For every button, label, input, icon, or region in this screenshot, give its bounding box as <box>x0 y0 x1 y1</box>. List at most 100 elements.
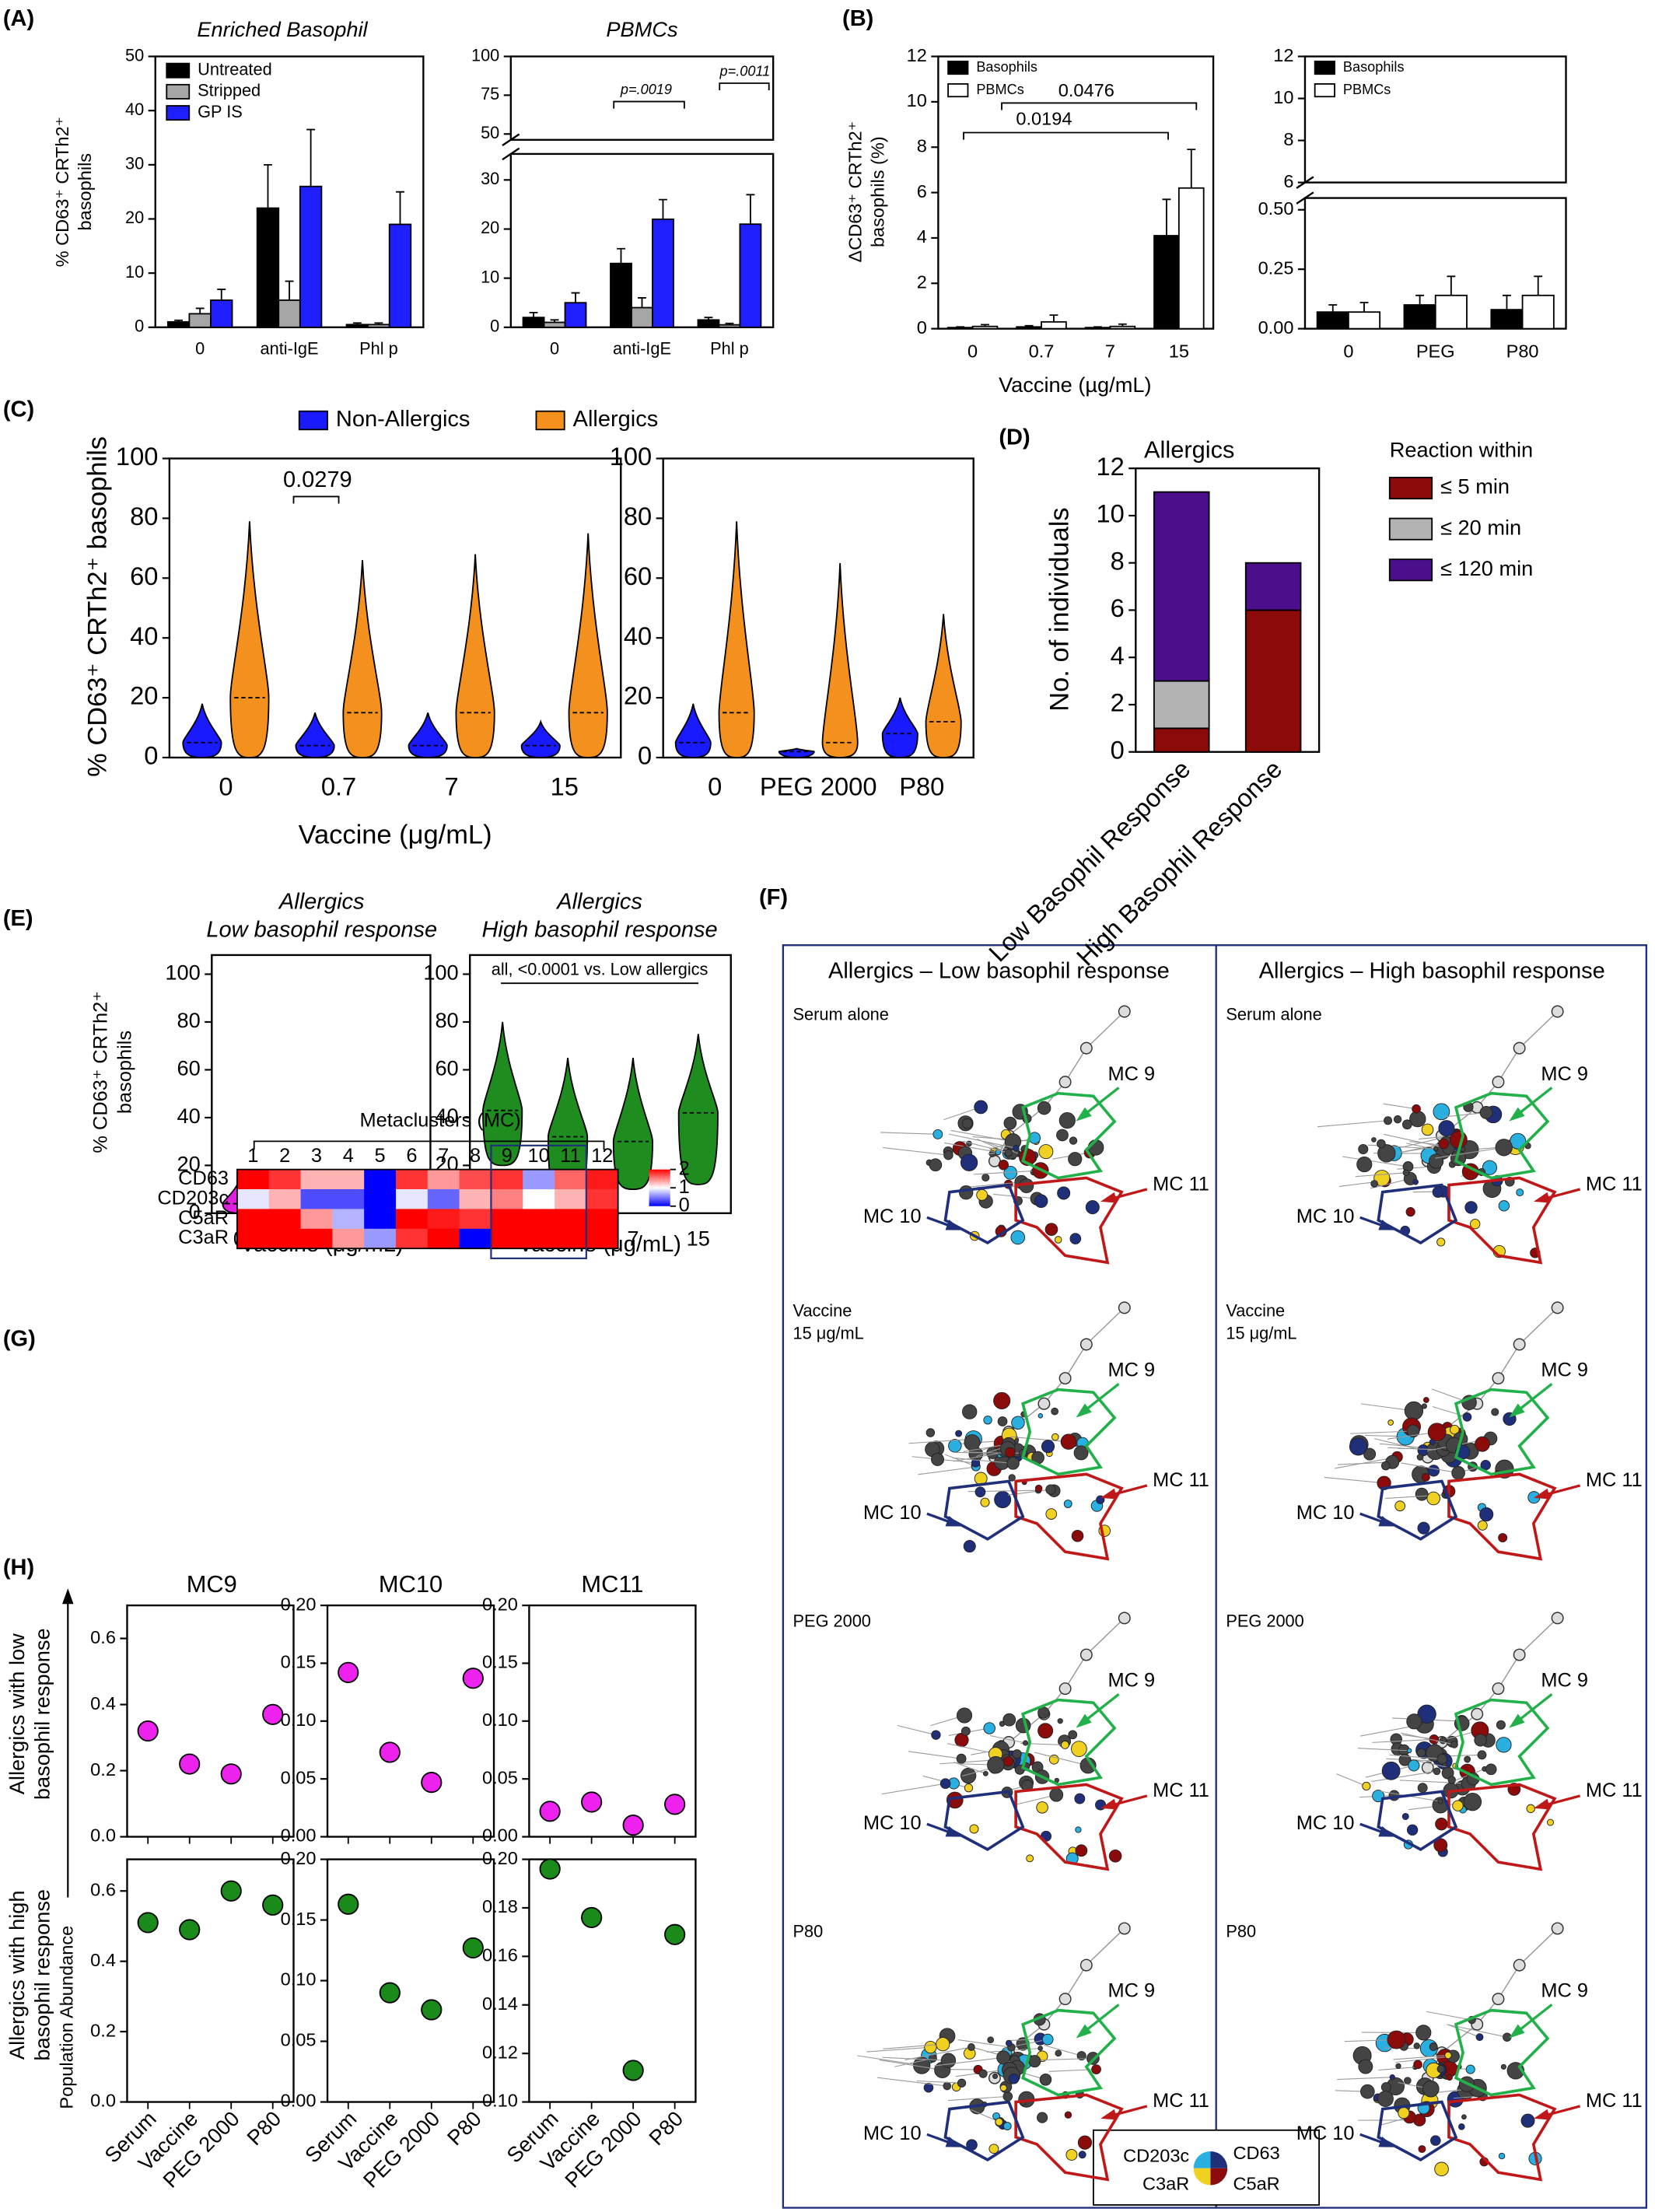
cluster-label: MC 10 <box>863 1812 922 1834</box>
tree-node <box>1037 1723 1054 1739</box>
cluster-tree <box>1335 1922 1564 2182</box>
metacluster-bracket <box>253 1140 605 1150</box>
tree-node <box>963 1540 976 1553</box>
tree-node <box>997 1416 1008 1426</box>
heat-cell <box>364 1189 397 1209</box>
bar <box>946 327 974 330</box>
legend-label: GP IS <box>198 102 243 121</box>
tree-edge <box>1086 1010 1125 1049</box>
tree-node <box>1349 1437 1368 1456</box>
tree-node <box>1418 2145 1426 2154</box>
tree-edge <box>987 1142 1021 1155</box>
error-bar <box>1328 304 1338 313</box>
colorbar-label: 0 <box>679 1194 690 1216</box>
heat-cell <box>236 1228 270 1249</box>
legend-pie-wedge <box>1210 2168 1228 2186</box>
error-bar <box>746 194 755 225</box>
violin <box>455 554 495 758</box>
tree-edge <box>957 2039 1012 2048</box>
tree-node <box>1393 1115 1402 1124</box>
tree-node <box>1500 2063 1506 2070</box>
heat-cell <box>459 1169 492 1190</box>
tree-node <box>1447 1776 1456 1784</box>
tree-node <box>1434 2161 1449 2177</box>
tree-node <box>1450 1424 1460 1435</box>
error-bar <box>285 280 294 300</box>
bar <box>1490 309 1524 330</box>
cluster-label: MC 9 <box>1541 1980 1588 2002</box>
error-bar <box>1534 275 1543 296</box>
y-tick-label: 0 <box>638 741 652 770</box>
bar <box>543 321 566 328</box>
column-label: 6 <box>406 1145 417 1167</box>
heat-cell <box>395 1209 429 1230</box>
cluster-label: MC 9 <box>1108 1980 1156 2002</box>
y-tick-label: 50 <box>481 123 499 142</box>
cluster-outline <box>1021 1698 1117 1787</box>
annotation: p=.0011 <box>719 63 771 79</box>
x-tick-label: 15 <box>551 772 579 801</box>
x-tick-label: 0 <box>1343 341 1353 362</box>
tree-node <box>1356 1157 1373 1173</box>
heat-cell <box>491 1169 523 1190</box>
tree-node <box>1422 1472 1430 1482</box>
tree-node <box>1377 2091 1394 2107</box>
tree-node <box>1406 1748 1412 1754</box>
bar <box>1434 294 1468 330</box>
tree-node <box>1398 2106 1410 2119</box>
violin <box>520 719 561 758</box>
plot-frame <box>126 1858 295 2103</box>
panel-label: (H) <box>3 1556 34 1580</box>
tree-node <box>1041 2033 1054 2046</box>
tree-edge <box>1371 1770 1437 1783</box>
x-tick-label: 0 <box>550 339 559 359</box>
legend-label: Non-Allergics <box>336 407 471 432</box>
tree-node <box>1409 1110 1426 1128</box>
x-tick-label: P80 <box>242 2106 285 2150</box>
tree-node <box>1496 1737 1512 1753</box>
tree-node <box>988 2144 999 2154</box>
error-bar <box>1447 275 1456 296</box>
heat-cell <box>555 1228 587 1249</box>
panel-label: (D) <box>999 425 1030 450</box>
cluster-arrowhead <box>1100 2109 1118 2120</box>
tree-edge <box>1497 1344 1520 1379</box>
point <box>622 2060 644 2081</box>
tree-node <box>1498 1533 1508 1543</box>
tree-node <box>969 1824 979 1834</box>
tree-node <box>1482 1160 1497 1175</box>
tree-node <box>1118 1005 1131 1018</box>
tree-edge <box>1426 2011 1472 2021</box>
point <box>220 1880 242 1902</box>
tree-node <box>1004 1149 1013 1157</box>
tree-node <box>1496 1720 1506 1730</box>
tree-node <box>1437 1798 1443 1804</box>
tree-edge <box>882 2056 949 2061</box>
tree-node <box>1060 1433 1077 1450</box>
x-tick-label: P80 <box>443 2106 486 2150</box>
chart-title: Enriched Basophil <box>197 17 368 41</box>
annotation: all, <0.0001 vs. Low allergics <box>492 960 709 979</box>
bar <box>1177 187 1205 330</box>
tree-node <box>1413 2042 1420 2049</box>
tree-node <box>1108 1850 1122 1863</box>
y-tick-label: 0.15 <box>281 1909 317 1929</box>
cluster-arrowhead <box>1533 1192 1551 1203</box>
heat-cell <box>555 1209 587 1230</box>
column-label: 5 <box>375 1145 386 1167</box>
tree-edge <box>877 2077 947 2087</box>
tree-node <box>960 1726 971 1736</box>
y-tick-label: 40 <box>435 1104 458 1128</box>
x-tick-label: PEG 2000 <box>760 772 877 801</box>
bar <box>610 262 632 328</box>
cluster-outline <box>1021 1388 1117 1476</box>
y-tick-label: 0.10 <box>281 1969 317 1990</box>
tree-edge <box>1086 1927 1125 1966</box>
row-label: C3aR <box>178 1227 229 1248</box>
tree-edge <box>1393 2054 1449 2060</box>
tree-node <box>1037 1397 1051 1410</box>
heat-cell <box>300 1209 333 1230</box>
heat-cell <box>491 1189 523 1209</box>
legend-label: Basophils <box>1343 59 1405 75</box>
panel-label: (F) <box>759 885 788 910</box>
